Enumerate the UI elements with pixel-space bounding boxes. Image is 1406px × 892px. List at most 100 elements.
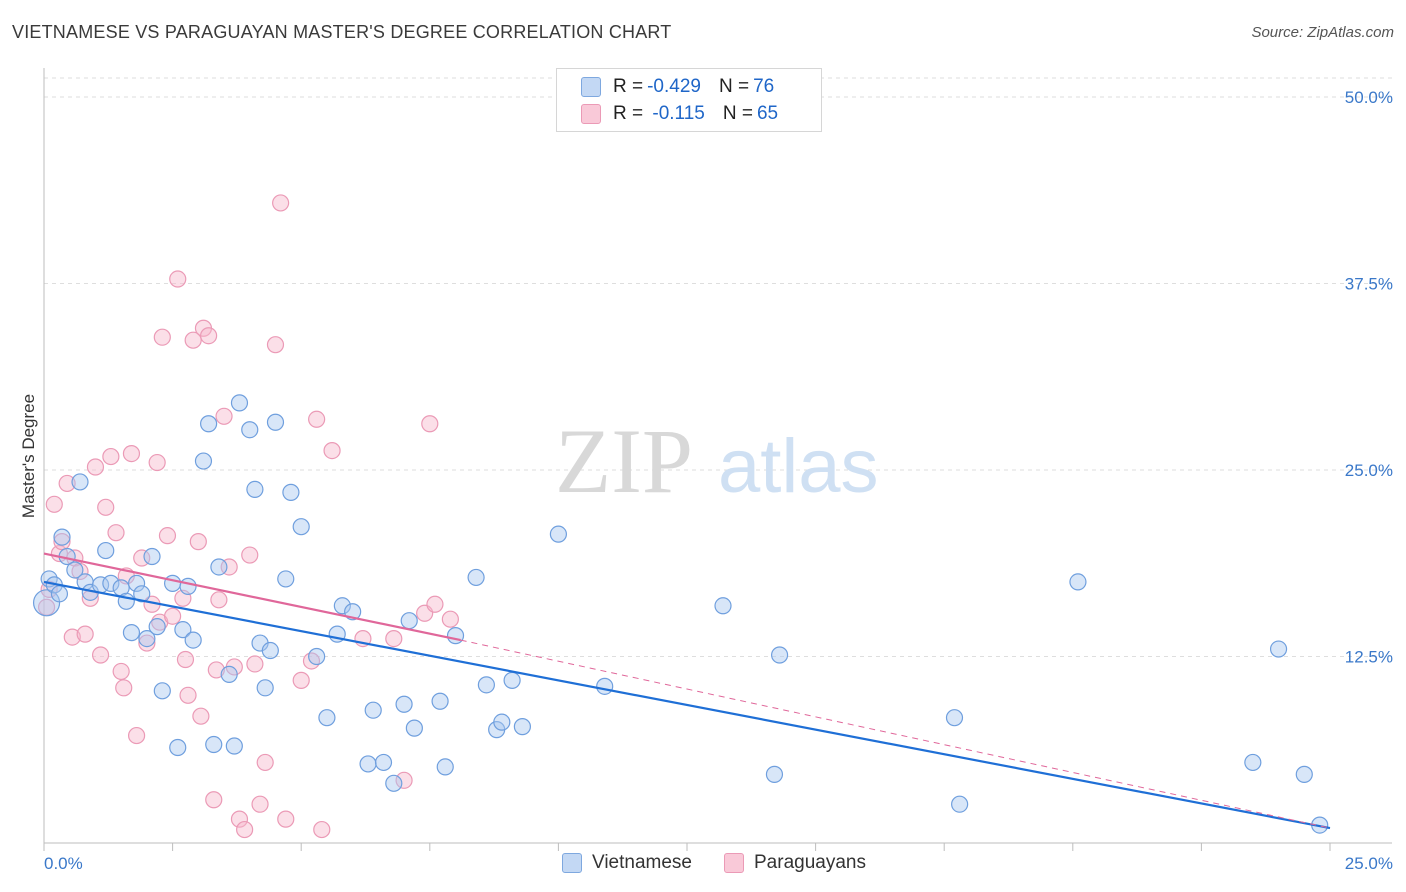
paraguayans-point (179, 686, 197, 704)
vietnamese-point (945, 709, 964, 727)
vietnamese-point (364, 701, 382, 719)
y-axis-label: Master's Degree (19, 394, 38, 518)
series-legend-vietnamese[interactable]: Vietnamese (562, 852, 692, 874)
vietnamese-point (200, 415, 218, 433)
vietnamese-point (405, 719, 423, 737)
vietnamese-point (66, 561, 84, 579)
paraguayans-point (266, 336, 285, 354)
vietnamese-trend-line (43, 580, 1331, 830)
paraguayans-point (200, 327, 218, 345)
paraguayans-trend-line (43, 552, 461, 642)
vietnamese-point (395, 695, 413, 713)
trend-lines (43, 552, 1331, 830)
vietnamese-point (143, 547, 161, 566)
legend-row-paraguayans: R = -0.115 N = 65 (581, 102, 778, 126)
series-legend-paraguayans[interactable]: Paraguayans (724, 852, 866, 874)
vietnamese-point (194, 452, 213, 470)
vietnamese-point (596, 677, 614, 695)
legend-swatch-blue (581, 77, 601, 97)
paraguayans-point (323, 442, 341, 460)
paraguayans-point (115, 679, 133, 697)
vietnamese-point (436, 758, 454, 776)
legend-swatch-pink (581, 104, 601, 124)
vietnamese-point (261, 641, 279, 660)
paraguayans-point (256, 753, 274, 772)
vietnamese-point (1269, 640, 1288, 658)
paraguayans-point (277, 810, 295, 828)
paraguayans-point (122, 444, 141, 463)
paraguayans-point (63, 628, 81, 646)
vietnamese-point (164, 574, 182, 592)
axes: 12.5% 25.0% 37.5% 50.0% 0.0% 25.0% (43, 68, 1393, 873)
gridlines (44, 77, 1392, 657)
vietnamese-point (277, 570, 295, 588)
vietnamese-point (1069, 573, 1087, 591)
paraguayans-point (230, 810, 249, 828)
vietnamese-point (97, 541, 115, 560)
x-tick-label: 25.0% (1345, 854, 1393, 873)
paraguayans-point (53, 533, 71, 551)
vietnamese-point (102, 574, 120, 592)
watermark-atlas: atlas (718, 424, 879, 509)
vietnamese-point (133, 585, 151, 603)
vietnamese-point (1295, 765, 1313, 783)
y-tick-label: 12.5% (1345, 648, 1393, 667)
paraguayans-point (138, 634, 156, 652)
paraguayans-point (45, 495, 63, 513)
legend-r-label: R = (613, 103, 644, 124)
paraguayans-point (210, 591, 228, 609)
paraguayans-point (97, 498, 115, 516)
paraguayans-point (164, 607, 182, 625)
paraguayans-point (313, 820, 331, 839)
paraguayans-point (158, 527, 177, 545)
vietnamese-point (714, 597, 732, 615)
paraguayans-point (176, 650, 195, 669)
vietnamese-point (32, 589, 61, 617)
vietnamese-point (318, 709, 336, 727)
vietnamese-point (374, 753, 393, 772)
legend-r-value: -0.429 (647, 76, 701, 97)
vietnamese-point (477, 676, 495, 694)
series-legend-label: Paraguayans (754, 852, 866, 873)
vietnamese-point (467, 568, 485, 587)
paraguayans-point (441, 610, 459, 628)
vietnamese-point (503, 671, 521, 689)
watermark-zip: ZIP (555, 410, 693, 512)
paraguayans-point (58, 474, 76, 493)
vietnamese-point (266, 413, 285, 431)
paraguayans-point (148, 453, 166, 472)
legend-n-value: 76 (753, 76, 775, 97)
vietnamese-point (400, 612, 418, 630)
vietnamese-point (446, 627, 465, 645)
vietnamese-point (770, 646, 789, 664)
paraguayans-point (246, 655, 264, 673)
y-tick-label: 50.0% (1345, 88, 1393, 107)
paraguayans-point (205, 791, 223, 809)
paraguayans-trend-extension (460, 639, 1331, 829)
vietnamese-point (50, 585, 69, 603)
legend-r-value: -0.115 (647, 103, 705, 124)
series-vietnamese-points (32, 394, 1329, 834)
paraguayans-point (112, 662, 130, 681)
series-legend-label: Vietnamese (592, 852, 692, 873)
paraguayans-point (153, 328, 171, 346)
series-paraguayans-points (37, 194, 459, 839)
paraguayans-point (102, 447, 120, 466)
vietnamese-point (148, 618, 166, 636)
vietnamese-point (431, 692, 449, 710)
legend-n-label: N = (722, 103, 753, 124)
vietnamese-point (549, 525, 568, 543)
vietnamese-point (359, 755, 377, 773)
paraguayans-point (251, 795, 269, 813)
vietnamese-point (210, 558, 228, 576)
vietnamese-point (138, 629, 156, 648)
vietnamese-point (765, 765, 784, 783)
stats-legend: R = -0.429 N = 76 R = -0.115 N = 65 (556, 68, 822, 132)
vietnamese-point (241, 421, 259, 439)
vietnamese-point (220, 665, 238, 684)
paraguayans-point (385, 629, 403, 648)
vietnamese-point (153, 682, 171, 700)
paraguayans-point (426, 595, 444, 613)
legend-swatch-blue (562, 853, 582, 873)
